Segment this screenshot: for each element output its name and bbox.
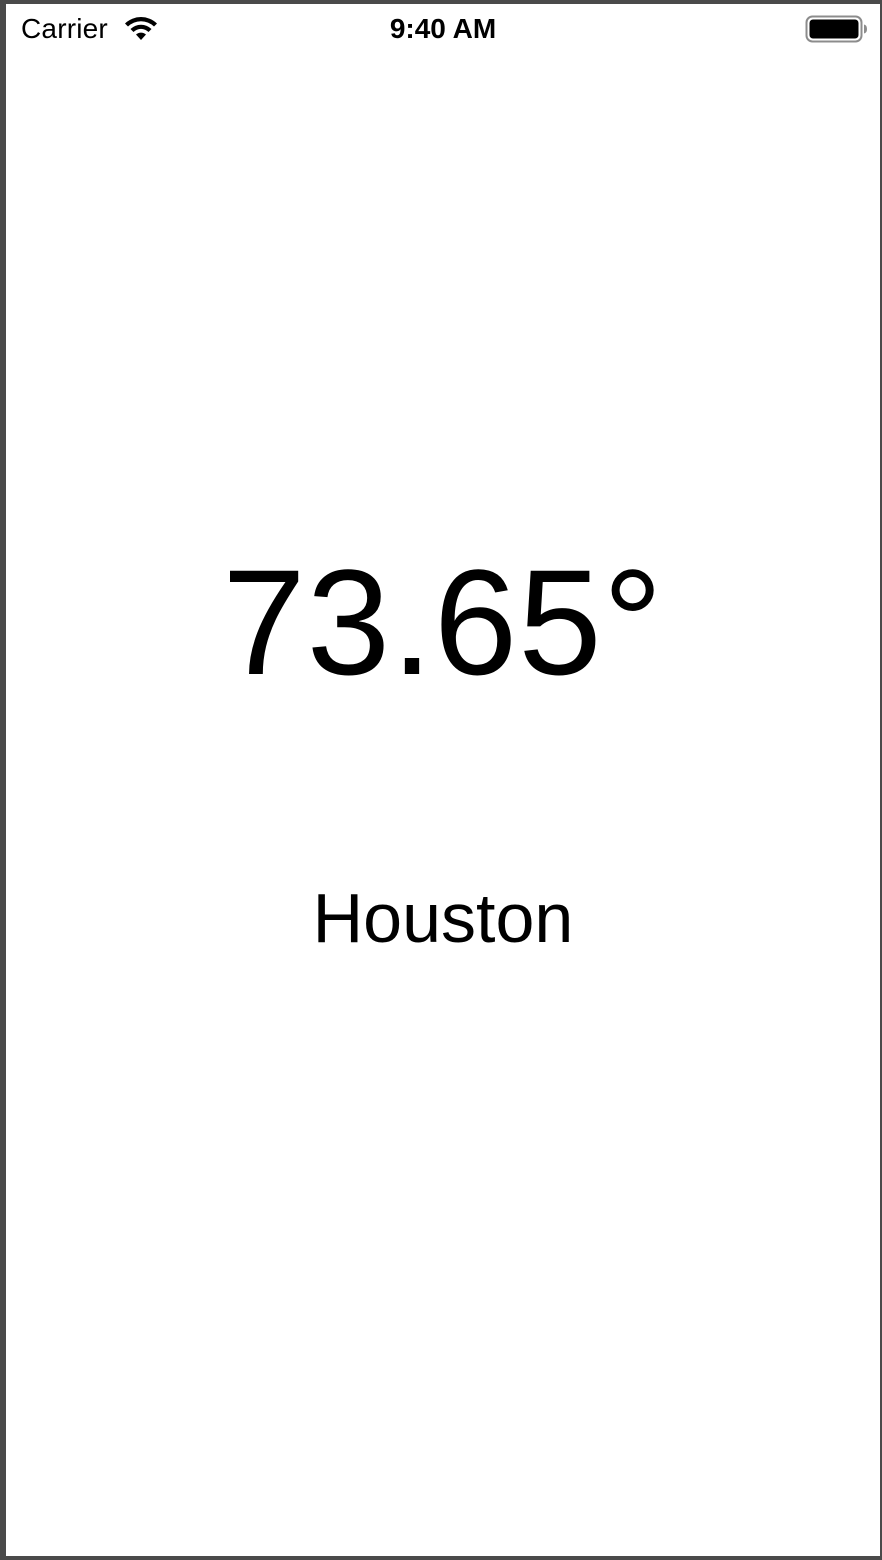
battery-icon <box>805 15 867 43</box>
app-screen: Carrier 9:40 AM 73.65° Houston <box>6 4 880 1556</box>
status-bar: Carrier 9:40 AM <box>6 4 880 52</box>
carrier-label: Carrier <box>21 13 108 44</box>
status-time: 9:40 AM <box>389 13 497 44</box>
city-label: Houston <box>312 879 574 957</box>
temperature-label: 73.65° <box>222 538 664 706</box>
wifi-icon <box>125 17 157 40</box>
